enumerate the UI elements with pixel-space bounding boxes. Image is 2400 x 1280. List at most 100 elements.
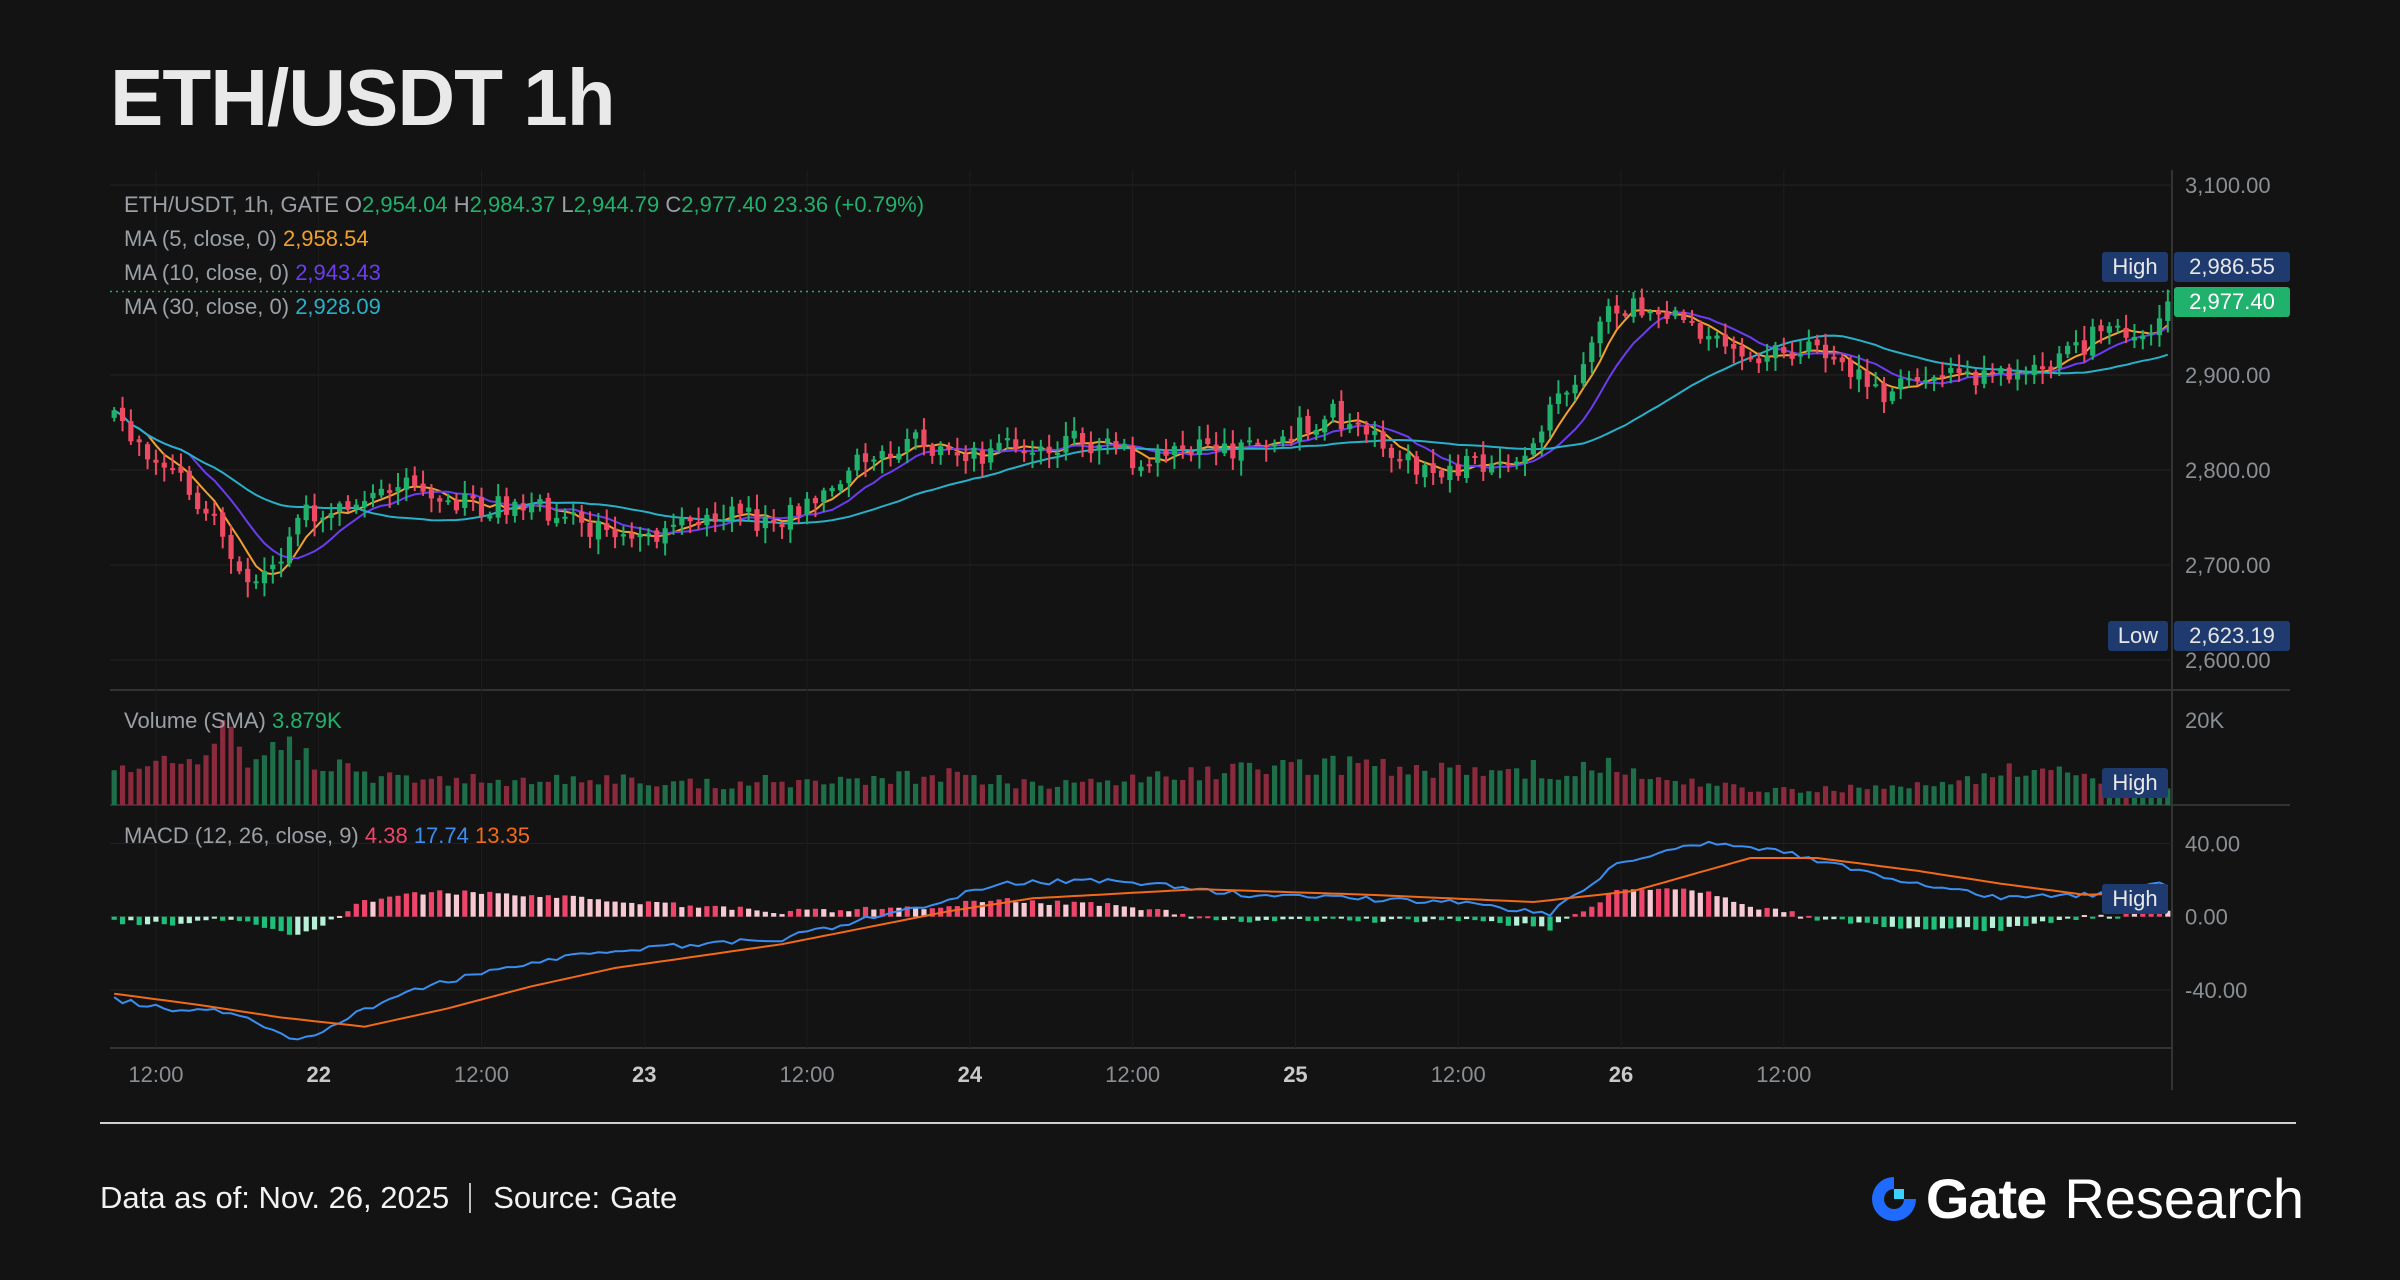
macd-histogram-bar: [211, 916, 217, 919]
candle: [1180, 430, 1186, 459]
candle-body: [1647, 311, 1653, 314]
time-tick-label: 12:00: [1756, 1062, 1811, 1087]
volume-bar: [1831, 790, 1837, 805]
volume-bar: [362, 771, 368, 805]
candle-body: [1964, 371, 1971, 374]
volume-bar: [1038, 785, 1044, 805]
macd-histogram-bar: [1881, 916, 1887, 928]
candle: [462, 480, 468, 516]
macd-histogram-bar: [1914, 916, 1920, 928]
candle-body: [1105, 438, 1111, 444]
volume-bar: [1589, 770, 1595, 805]
candle: [796, 503, 802, 524]
candle-body: [846, 470, 852, 484]
candle: [662, 520, 668, 556]
volume-bar: [1305, 774, 1311, 805]
candle-body: [2031, 364, 2037, 375]
candle: [1297, 406, 1303, 451]
macd-histogram-bar: [1430, 916, 1436, 920]
macd-histogram-bar: [1706, 891, 1712, 917]
volume-bar: [136, 768, 142, 805]
candle-body: [1731, 344, 1737, 349]
candle-body: [1180, 445, 1186, 450]
candle: [1806, 329, 1812, 359]
volume-bar: [211, 743, 217, 805]
candle-body: [128, 421, 134, 442]
volume-bar: [1322, 758, 1328, 805]
candle-body: [1280, 436, 1286, 444]
macd-histogram-bar: [1330, 916, 1336, 919]
volume-bar: [1973, 784, 1979, 805]
ohlc-part: H: [454, 192, 470, 217]
candle: [1672, 306, 1678, 320]
candle-body: [804, 498, 810, 515]
candle: [787, 497, 793, 543]
volume-bar: [887, 783, 894, 805]
macd-histogram-bar: [236, 916, 242, 921]
macd-histogram-bar: [328, 916, 334, 920]
volume-bar: [2031, 770, 2037, 805]
candle: [1764, 343, 1770, 371]
candle: [1480, 441, 1486, 481]
candle: [220, 507, 226, 549]
chart-area[interactable]: 3,100.00 2,900.00 2,800.00 2,700.00 2,600.00…: [0, 0, 2400, 1100]
macd-histogram-bar: [1664, 888, 1670, 917]
candle-body: [1931, 377, 1937, 382]
candle: [2073, 330, 2079, 354]
candle-body: [1605, 306, 1612, 322]
volume-bar: [1438, 762, 1445, 805]
candle: [1430, 448, 1436, 485]
volume-bar: [1380, 758, 1386, 805]
candle-body: [1664, 311, 1670, 320]
candle-body: [2023, 372, 2029, 375]
volume-bar: [1397, 766, 1403, 805]
candle: [1739, 338, 1745, 371]
candle: [1681, 309, 1687, 324]
candle-body: [1155, 449, 1161, 463]
candle-body: [712, 513, 718, 522]
candle: [879, 445, 885, 474]
candle: [1489, 455, 1495, 476]
macd-histogram-bar: [1088, 902, 1094, 917]
volume-bar: [2023, 775, 2029, 805]
macd-histogram-bar: [812, 908, 819, 917]
brand-suffix: Research: [2064, 1167, 2304, 1230]
volume-bar: [1814, 792, 1820, 805]
macd-histogram-bar: [1171, 914, 1177, 917]
volume-bar: [320, 770, 326, 805]
macd-legend-part: MACD (12, 26, close, 9): [124, 823, 365, 848]
candle-body: [245, 568, 251, 583]
volume-bar: [687, 778, 693, 805]
macd-histogram-bar: [1413, 916, 1420, 923]
volume-bar: [1271, 765, 1278, 805]
ma-legend-label: MA (30, close, 0): [124, 294, 295, 319]
candle-body: [1772, 345, 1779, 359]
macd-histogram-bar: [562, 895, 568, 917]
candle-body: [1297, 417, 1303, 442]
candle-body: [1697, 323, 1703, 339]
candle: [1923, 366, 1929, 389]
candle: [445, 493, 451, 505]
volume-bar: [971, 775, 977, 805]
candle: [1330, 399, 1336, 423]
volume-bar: [1664, 780, 1670, 805]
price-tick-label: 2,700.00: [2185, 553, 2271, 578]
macd-histogram-bar: [1463, 916, 1470, 920]
macd-histogram-bar: [1013, 902, 1019, 917]
macd-histogram-bar: [1221, 916, 1228, 921]
candle: [1113, 432, 1119, 455]
candle: [1756, 352, 1762, 373]
ma-legend-label: MA (5, close, 0): [124, 226, 283, 251]
macd-histogram-bar: [1313, 916, 1319, 921]
candle: [1605, 298, 1612, 334]
macd-histogram-bar: [1739, 904, 1745, 917]
candle: [1781, 337, 1787, 359]
candle: [270, 555, 276, 584]
macd-histogram-bar: [1522, 916, 1528, 924]
volume-bar: [1029, 781, 1036, 805]
macd-histogram-bar: [1397, 916, 1403, 919]
candle-body: [1881, 382, 1887, 403]
macd-histogram-bar: [178, 916, 184, 924]
volume-bar: [1054, 786, 1061, 805]
volume-bar: [1898, 786, 1904, 805]
